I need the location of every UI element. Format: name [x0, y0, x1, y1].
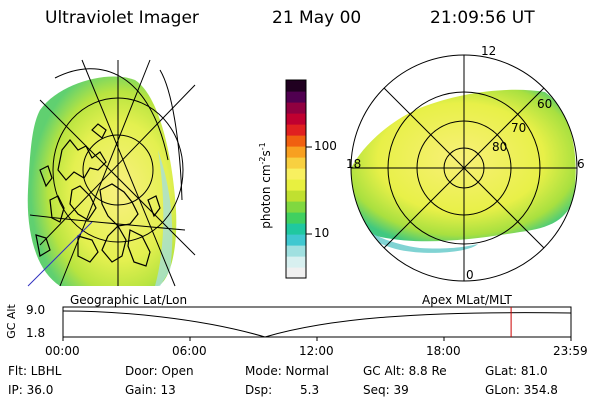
colorbar-unit-label: photon cm-2s-1 — [257, 142, 273, 229]
colorbar-label-10: 10 — [314, 226, 330, 240]
image-date: 21 May 00 — [272, 8, 362, 28]
geo-graticule — [29, 59, 196, 287]
mlt-label-6: 6 — [577, 157, 585, 171]
right-projection-label: Apex MLat/MLT — [422, 293, 512, 307]
mlat-label-60: 60 — [537, 97, 553, 111]
colorbar-segment — [286, 267, 306, 279]
timeline-frame — [62, 306, 572, 338]
geo-meridian-line — [27, 221, 93, 287]
info-mode: Mode: Normal — [245, 364, 329, 378]
colorbar-segment — [286, 146, 306, 158]
colorbar — [285, 79, 312, 279]
mlt-label-12: 12 — [481, 44, 497, 58]
orbit-timeline — [62, 306, 572, 341]
colorbar-segment — [286, 157, 306, 169]
colorbar-segment — [286, 223, 306, 235]
timeline-label-0000: 00:00 — [45, 344, 80, 358]
timeline-label-0600: 06:00 — [172, 344, 207, 358]
image-time: 21:09:56 UT — [430, 8, 535, 28]
timeline-ymin: 1.8 — [26, 326, 46, 340]
mlat-label-70: 70 — [511, 121, 527, 135]
colorbar-segment — [286, 102, 306, 114]
timeline-label-1200: 12:00 — [299, 344, 334, 358]
mlat-label-80: 80 — [492, 140, 508, 154]
colorbar-segment — [286, 245, 306, 257]
colorbar-segment — [286, 212, 306, 224]
info-gain: Gain: 13 — [125, 383, 176, 397]
colorbar-label-100: 100 — [314, 139, 337, 153]
info-gc-alt: GC Alt: 8.8 Re — [363, 364, 447, 378]
mlat-grid — [350, 54, 578, 282]
aurora-oval-right — [351, 89, 576, 242]
colorbar-segment — [286, 234, 306, 246]
info-door: Door: Open — [125, 364, 194, 378]
colorbar-frame — [285, 79, 307, 279]
mlt-label-18: 18 — [346, 157, 362, 171]
colorbar-segment — [286, 124, 306, 136]
info-ip: IP: 36.0 — [8, 383, 54, 397]
aurora-edge-right — [351, 212, 478, 253]
instrument-title: Ultraviolet Imager — [45, 8, 199, 28]
colorbar-segment — [286, 80, 306, 92]
timeline-ylabel: GC Alt — [4, 304, 18, 339]
coastlines — [35, 123, 161, 267]
altitude-curve — [62, 310, 572, 338]
colorbar-segment — [286, 113, 306, 125]
info-dsp-label: Dsp: — [245, 383, 273, 397]
colorbar-segment — [286, 168, 306, 180]
timeline-label-1800: 18:00 — [426, 344, 461, 358]
colorbar-segment — [286, 91, 306, 103]
colorbar-segment — [286, 135, 306, 147]
info-dsp-value: 5.3 — [300, 383, 320, 397]
mlt-label-0: 0 — [466, 268, 474, 282]
colorbar-segment — [286, 179, 306, 191]
info-filter: Flt: LBHL — [8, 364, 62, 378]
info-seq: Seq: 39 — [363, 383, 409, 397]
timeline-label-2359: 23:59 — [553, 344, 588, 358]
info-glon: GLon: 354.8 — [485, 383, 558, 397]
info-glat: GLat: 81.0 — [485, 364, 548, 378]
colorbar-segment — [286, 201, 306, 213]
left-projection-label: Geographic Lat/Lon — [70, 293, 188, 307]
timeline-ymax: 9.0 — [26, 303, 46, 317]
colorbar-segment — [286, 256, 306, 268]
colorbar-segment — [286, 190, 306, 202]
geographic-map — [27, 59, 196, 287]
apex-polar-map — [350, 54, 578, 282]
aurora-fringe-left — [155, 150, 173, 286]
